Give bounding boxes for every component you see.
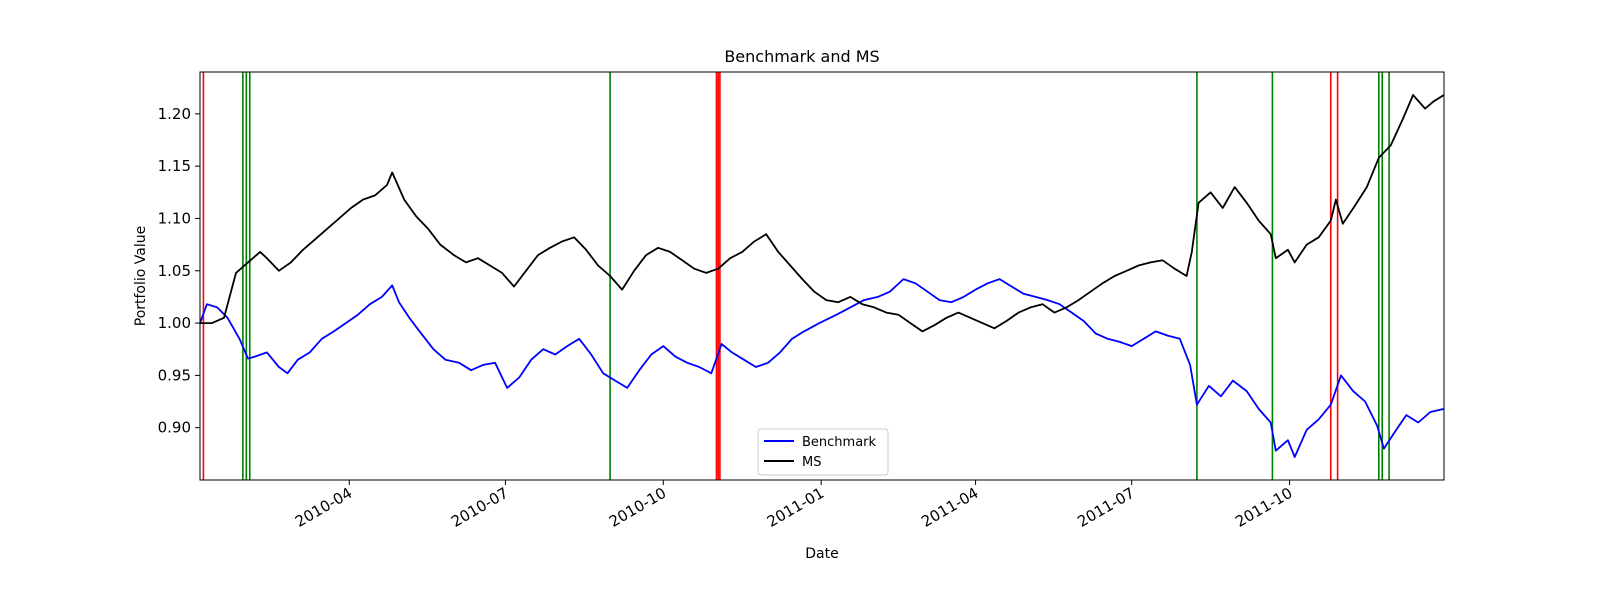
y-tick-label: 0.90 bbox=[158, 419, 191, 437]
series-line-ms bbox=[200, 94, 1445, 333]
series-lines bbox=[199, 94, 1445, 458]
y-tick-label: 1.20 bbox=[158, 105, 191, 123]
y-tick-label: 1.05 bbox=[158, 262, 191, 280]
chart-title: Benchmark and MS bbox=[724, 47, 879, 66]
legend: Benchmark MS bbox=[757, 428, 889, 476]
y-tick-label: 1.10 bbox=[158, 209, 191, 227]
y-tick-label: 0.95 bbox=[158, 366, 191, 384]
y-tick-label: 1.00 bbox=[158, 314, 191, 332]
legend-label-ms: MS bbox=[802, 455, 821, 470]
vertical-markers bbox=[202, 72, 1390, 480]
legend-label-benchmark: Benchmark bbox=[802, 435, 877, 450]
y-tick-label: 1.15 bbox=[158, 157, 191, 175]
x-axis-label: Date bbox=[805, 546, 838, 562]
y-axis: 0.90 0.95 1.00 1.05 1.10 1.15 1.20 bbox=[158, 105, 200, 437]
y-axis-label: Portfolio Value bbox=[133, 226, 149, 327]
series-line-benchmark bbox=[199, 278, 1445, 458]
plot-frame bbox=[199, 71, 1445, 481]
